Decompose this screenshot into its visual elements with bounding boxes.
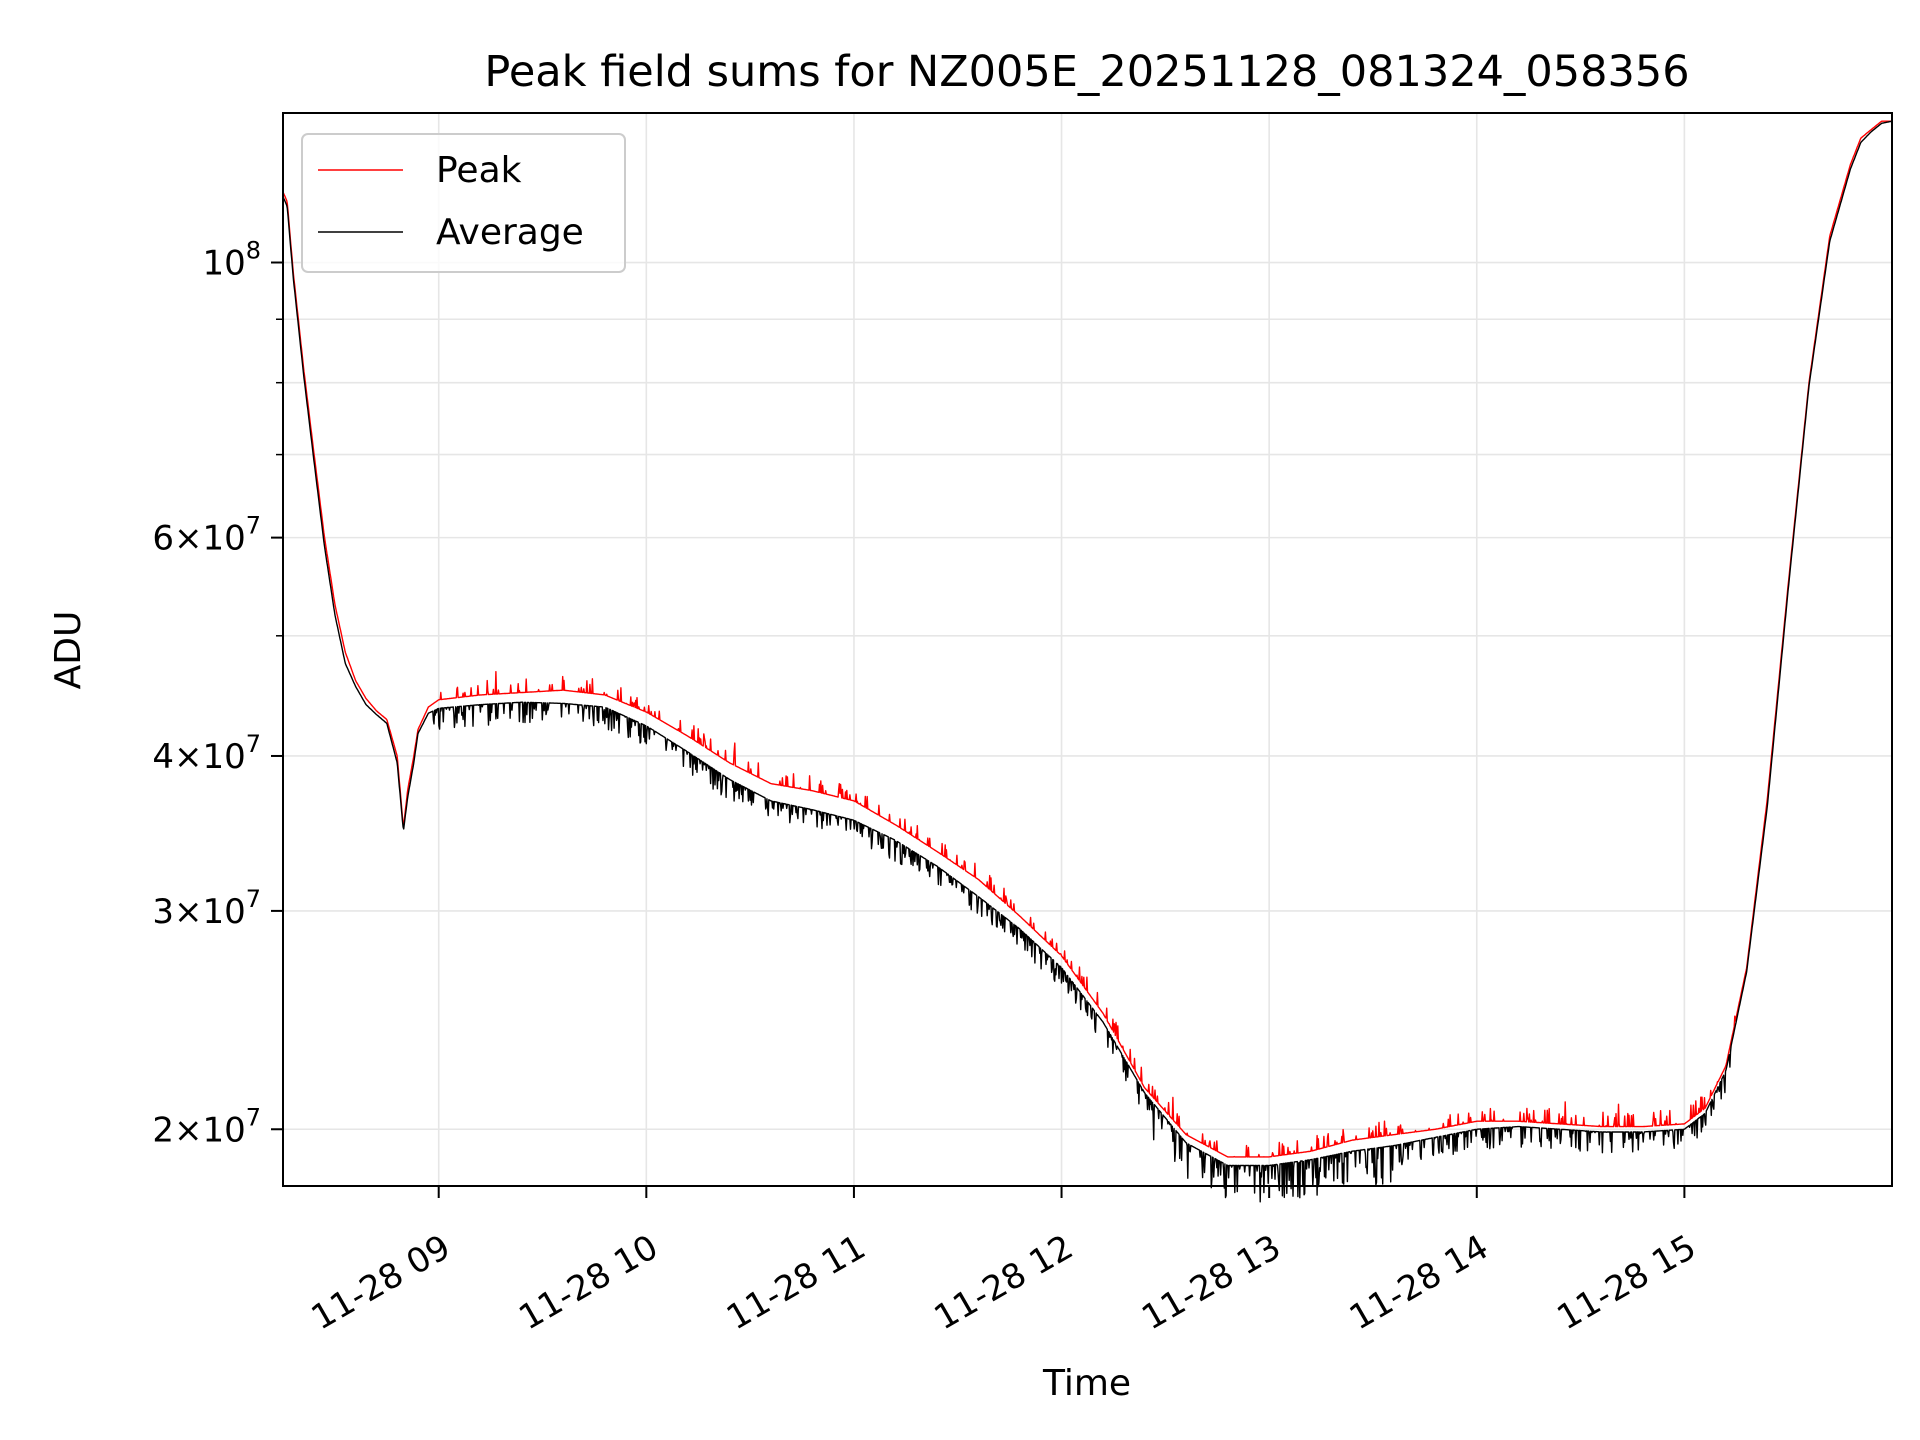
y-tick-base: 10 [202, 519, 245, 559]
y-tick-exponent: 8 [246, 237, 261, 265]
y-tick-times: × [174, 737, 203, 777]
y-tick-label: 6×107 [152, 512, 261, 559]
y-tick-exponent: 7 [246, 885, 261, 913]
y-tick-label: 2×107 [152, 1103, 261, 1150]
y-tick-exponent: 7 [246, 512, 261, 540]
y-tick-exponent: 7 [246, 730, 261, 758]
svg-text:6×107: 6×107 [152, 512, 261, 559]
chart-title: Peak field sums for NZ005E_20251128_0813… [484, 47, 1689, 97]
y-tick-times: × [174, 1110, 203, 1150]
svg-text:3×107: 3×107 [152, 885, 261, 932]
series-layer [282, 120, 1893, 1203]
y-tick-mantissa: 6 [152, 519, 174, 559]
plot-frame [282, 112, 1893, 1187]
y-tick-base: 10 [202, 737, 245, 777]
y-tick-exponent: 7 [246, 1103, 261, 1131]
y-tick-base: 10 [202, 244, 245, 284]
y-tick-base: 10 [202, 892, 245, 932]
legend-label-peak: Peak [436, 150, 522, 191]
y-tick-times: × [174, 519, 203, 559]
legend: Peak Average [301, 133, 626, 273]
x-axis-label: Time [1042, 1363, 1131, 1404]
legend-box [301, 133, 626, 273]
y-tick-label: 108 [202, 237, 261, 284]
y-tick-mantissa: 4 [152, 737, 174, 777]
y-tick-label: 4×107 [152, 730, 261, 777]
y-tick-times: × [174, 892, 203, 932]
svg-text:2×107: 2×107 [152, 1103, 261, 1150]
grid-lines [283, 113, 1892, 1186]
y-tick-mantissa: 2 [152, 1110, 174, 1150]
svg-text:108: 108 [202, 237, 261, 284]
series-line-average [282, 120, 1893, 1203]
svg-text:4×107: 4×107 [152, 730, 261, 777]
series-line-peak [282, 120, 1893, 1158]
legend-label-average: Average [436, 212, 584, 253]
y-tick-base: 10 [202, 1110, 245, 1150]
y-tick-label: 3×107 [152, 885, 261, 932]
y-axis-label: ADU [48, 611, 89, 690]
y-tick-mantissa: 3 [152, 892, 174, 932]
